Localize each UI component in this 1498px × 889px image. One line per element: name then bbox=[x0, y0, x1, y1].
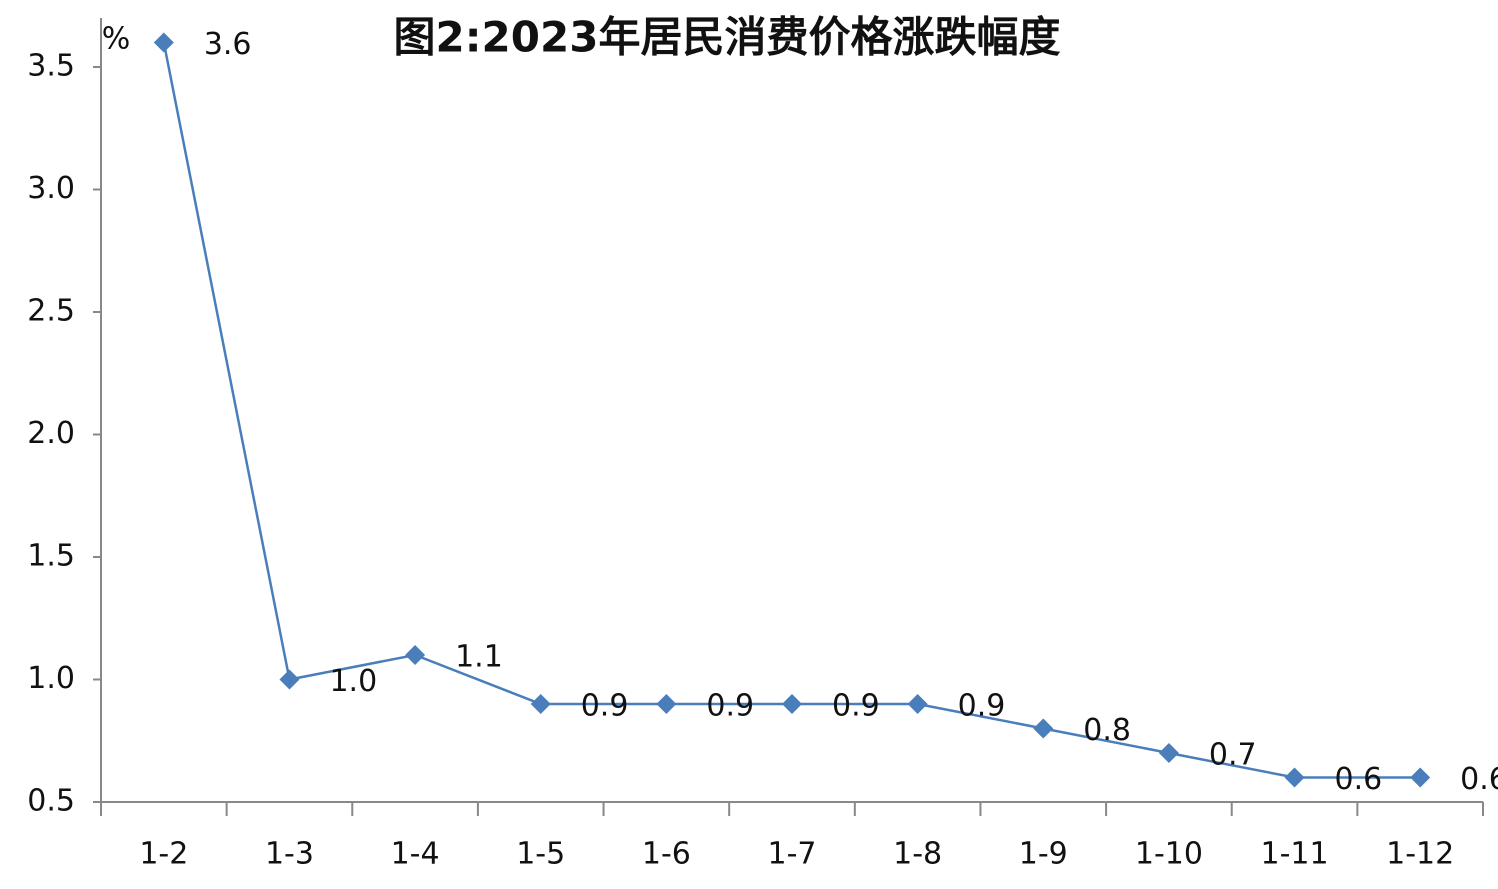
data-label: 0.9 bbox=[958, 689, 1006, 724]
marker bbox=[656, 694, 677, 714]
marker bbox=[1158, 743, 1179, 763]
data-label: 0.9 bbox=[706, 689, 754, 724]
marker bbox=[279, 669, 300, 690]
data-label: 1.1 bbox=[455, 640, 503, 675]
data-label: 1.0 bbox=[329, 664, 377, 699]
x-tick-label: 1-8 bbox=[893, 837, 942, 872]
marker bbox=[1410, 767, 1431, 788]
data-label: 3.6 bbox=[204, 27, 252, 62]
y-tick-label: 1.5 bbox=[27, 539, 75, 574]
x-tick-label: 1-6 bbox=[642, 837, 691, 872]
x-tick-label: 1-12 bbox=[1386, 837, 1454, 872]
marker bbox=[1284, 767, 1305, 788]
marker bbox=[907, 694, 928, 714]
marker bbox=[153, 32, 174, 53]
x-tick-label: 1-7 bbox=[768, 837, 817, 872]
data-label: 0.9 bbox=[581, 689, 629, 724]
y-tick-label: 3.5 bbox=[27, 49, 75, 84]
x-tick-label: 1-10 bbox=[1135, 837, 1203, 872]
y-tick-label: 0.5 bbox=[27, 784, 75, 819]
x-tick-label: 1-5 bbox=[516, 837, 565, 872]
data-label: 0.6 bbox=[1460, 762, 1498, 797]
x-tick-label: 1-3 bbox=[265, 837, 314, 872]
data-label: 0.7 bbox=[1209, 738, 1257, 773]
marker bbox=[782, 694, 802, 714]
x-tick-label: 1-4 bbox=[391, 837, 440, 872]
data-label: 0.9 bbox=[832, 689, 880, 724]
y-tick-label: 1.0 bbox=[27, 661, 75, 696]
data-label: 0.6 bbox=[1335, 762, 1383, 797]
x-tick-label: 1-9 bbox=[1019, 837, 1068, 872]
y-tick-label: 3.0 bbox=[27, 171, 75, 206]
marker bbox=[530, 694, 551, 714]
marker bbox=[1033, 718, 1054, 739]
x-tick-label: 1-2 bbox=[139, 837, 188, 872]
y-tick-label: 2.5 bbox=[27, 294, 75, 329]
y-axis-label: % bbox=[102, 22, 131, 57]
x-tick-label: 1-11 bbox=[1260, 837, 1328, 872]
y-tick-label: 2.0 bbox=[27, 416, 75, 451]
marker bbox=[405, 645, 426, 665]
chart-title: 图2:2023年居民消费价格涨跌幅度 bbox=[394, 13, 1061, 62]
data-label: 0.8 bbox=[1083, 713, 1131, 748]
